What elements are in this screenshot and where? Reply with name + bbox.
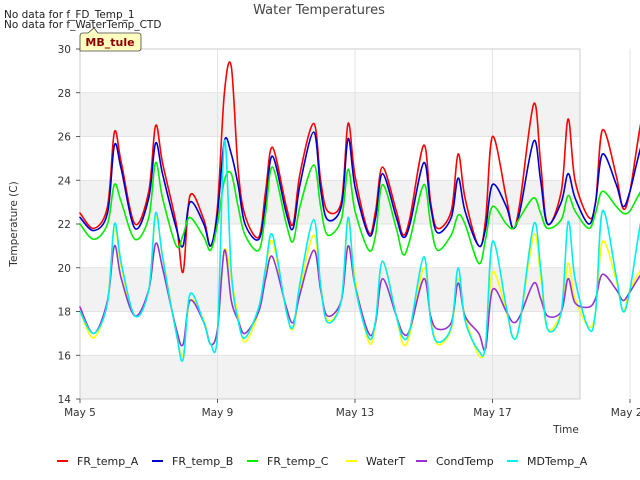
plot-band: [80, 311, 580, 356]
legend-label: FR_temp_C: [267, 455, 329, 468]
series-line-fr-temp-b: [79, 131, 640, 248]
y-tick-label: 20: [58, 263, 71, 275]
legend-label: FR_temp_B: [172, 455, 233, 468]
x-tick-label: May 5: [64, 407, 96, 419]
x-tick-label: May 13: [336, 407, 374, 419]
y-tick-label: 24: [58, 175, 72, 187]
site-badge: MB_tule: [79, 27, 142, 52]
chart-title: Water Temperatures: [253, 3, 385, 18]
plot-band: [80, 355, 580, 399]
y-tick-label: 18: [58, 307, 71, 319]
no-data-note-1: No data for f_FD_Temp_1: [4, 9, 135, 21]
x-tick-label: May 21: [611, 407, 640, 419]
y-tick-label: 28: [58, 88, 71, 100]
plot-background: [80, 49, 580, 399]
series-layer: [79, 61, 640, 362]
x-axis-label: Time: [552, 424, 579, 436]
series-line-mdtemp-a: [79, 139, 640, 362]
y-tick-label: 30: [58, 44, 71, 56]
y-tick-label: 14: [58, 394, 72, 406]
x-tick-label: May 17: [473, 407, 511, 419]
legend-label: MDTemp_A: [527, 455, 588, 468]
y-axis-label: Temperature (C): [8, 181, 20, 267]
plot-band: [80, 92, 580, 137]
y-tick-label: 16: [58, 350, 72, 362]
y-tick-label: 26: [58, 132, 72, 144]
plot-band: [80, 49, 580, 93]
y-axis-ticks: 14 16 18 20 22 24 26 28 30: [58, 44, 80, 406]
badge-label: MB_tule: [85, 36, 134, 49]
series-line-fr-temp-c: [79, 161, 640, 265]
legend-label: CondTemp: [436, 455, 494, 468]
x-tick-label: May 9: [202, 407, 234, 419]
legend-label: FR_temp_A: [77, 455, 139, 468]
badge-box: [79, 27, 142, 52]
legend: FR_temp_A FR_temp_B FR_temp_C WaterT CondTem…: [57, 455, 588, 468]
x-axis-ticks: May 5 May 9 May 13 May 17 May 21: [64, 399, 640, 419]
y-tick-label: 22: [58, 219, 71, 231]
no-data-note-2: No data for f_WaterTemp_CTD: [4, 19, 161, 31]
legend-label: WaterT: [366, 455, 406, 468]
